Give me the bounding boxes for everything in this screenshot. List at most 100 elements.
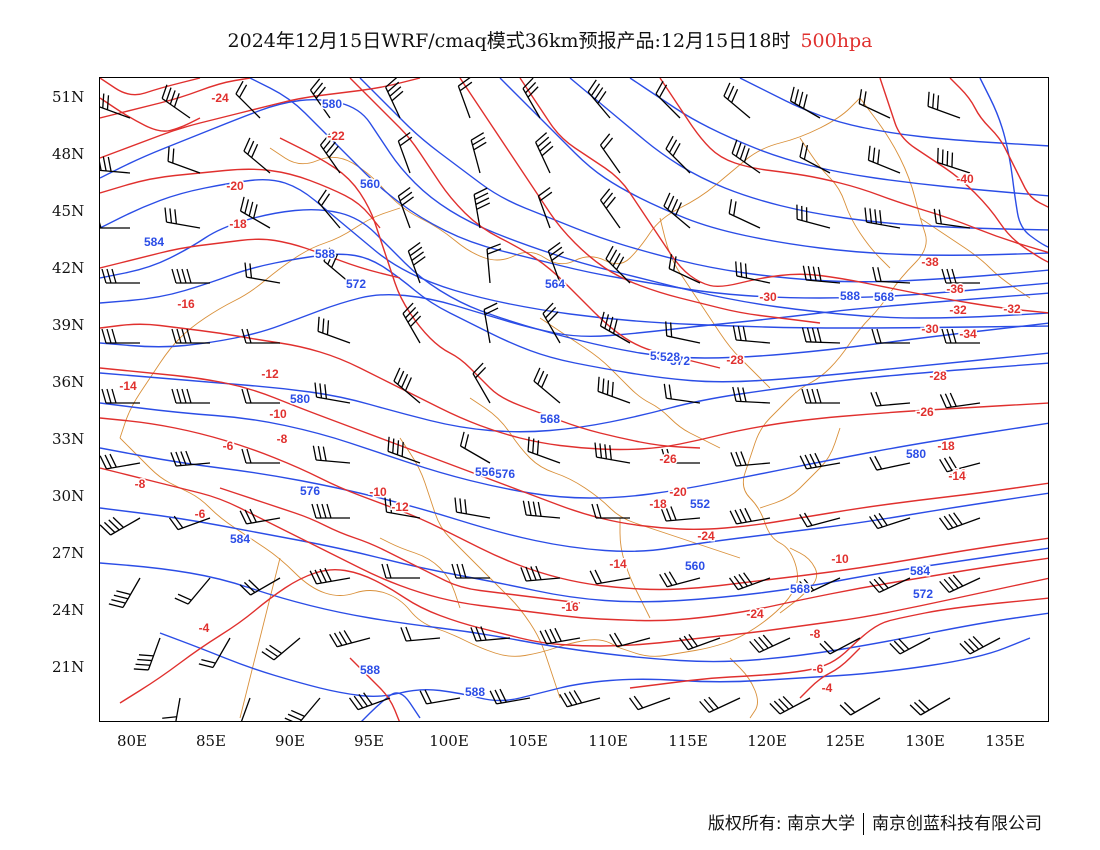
temperature-contour [100,367,1048,531]
lon-tick-label: 80E [116,732,148,750]
temperature-label: -20 [669,485,687,499]
lon-tick-label: 105E [508,732,548,750]
wind-barb [665,321,701,344]
wind-barb [668,254,701,284]
lon-tick-label: 120E [747,732,787,750]
height-label: 560 [360,177,380,191]
wind-barb [100,453,141,470]
temperature-label: -30 [921,322,939,336]
temperature-label: -18 [229,217,247,231]
pressure-level-label: 500hpa [800,30,873,52]
wind-barb [261,637,301,661]
wind-barb [533,367,561,404]
temperature-label: -38 [921,255,939,269]
temperature-contour [100,97,201,132]
height-contour [100,253,1048,383]
wind-barb [483,302,499,344]
wind-barb [520,565,561,582]
temperature-contour [100,238,401,279]
boundary-line [119,207,401,439]
wind-barb [472,362,491,404]
height-label: 588 [840,289,860,303]
lat-tick-label: 33N [52,430,85,448]
wind-barb [938,512,981,531]
lon-tick-label: 100E [429,732,469,750]
wind-barb [789,86,821,119]
wind-barb [309,78,331,119]
temperature-label: -14 [948,469,966,483]
wind-barbs [100,78,1001,721]
height-contour [359,78,1048,283]
height-label: 588 [315,247,335,261]
height-contour [100,447,1048,553]
wind-barb [241,388,280,404]
wind-barb [927,91,961,119]
wind-barb [594,442,631,464]
wind-barb [407,241,426,284]
temperature-label: -12 [391,500,409,514]
wind-barb [168,515,211,531]
wind-barb [243,137,271,174]
boundary-line [269,97,861,265]
wind-barb [941,268,980,284]
wind-barb [454,497,491,519]
height-label: 528 [660,350,680,364]
height-contour [569,78,1048,231]
wind-barb [728,572,771,591]
wind-barb [939,574,981,593]
temperature-label: -28 [726,353,744,367]
wind-barb [100,222,130,229]
height-label: 588 [465,685,485,699]
wind-barb [451,563,490,579]
wind-barb [799,452,841,470]
wind-barb [235,80,261,119]
wind-barb [661,448,700,464]
wind-barb [239,508,281,525]
temperature-label: -8 [135,477,146,491]
wind-barb [729,507,771,525]
wind-barb [473,187,491,229]
temperature-label: -12 [261,367,279,381]
temperature-label: -6 [223,439,234,453]
wind-barb [659,571,701,588]
wind-barb [909,697,951,716]
wind-barb [167,146,201,174]
temperature-contour [100,78,251,119]
wind-barb [769,695,811,715]
temperature-label: -16 [177,297,195,311]
height-label: 552 [690,497,710,511]
temperature-label: -10 [369,485,387,499]
wind-barb [869,576,911,593]
wind-barb [959,635,1001,655]
boundary-line [799,137,891,269]
boundary-line [119,437,621,657]
wind-barb [535,132,554,174]
lat-tick-label: 27N [52,544,85,562]
temperature-label: -14 [609,557,627,571]
wind-barb [244,262,281,284]
temperature-label: -32 [1003,302,1021,316]
weather-map: 580 584 588 560 564 568 572 576 556 552 536 528 588 5… [99,77,1049,722]
boundary-line [659,217,771,389]
wind-barb [864,207,901,229]
temperature-contour [519,78,1048,314]
wind-barb [239,196,271,229]
wind-barb [867,145,901,174]
height-label: 568 [790,582,810,596]
height-label: 568 [874,290,894,304]
wind-barb [100,93,131,119]
wind-barb [732,386,771,404]
wind-barb [591,503,630,519]
wind-barb [489,688,531,705]
temperature-label: -20 [226,179,244,193]
wind-barb [457,78,473,119]
wind-barb [101,388,140,404]
wind-barb [819,637,861,655]
height-contour [629,78,1048,197]
temperature-contour [879,78,1048,263]
temperature-contour [659,78,1048,254]
wind-barb [547,241,564,284]
lat-tick-label: 36N [52,373,85,391]
height-contour [499,78,1048,256]
wind-barb [801,327,841,344]
